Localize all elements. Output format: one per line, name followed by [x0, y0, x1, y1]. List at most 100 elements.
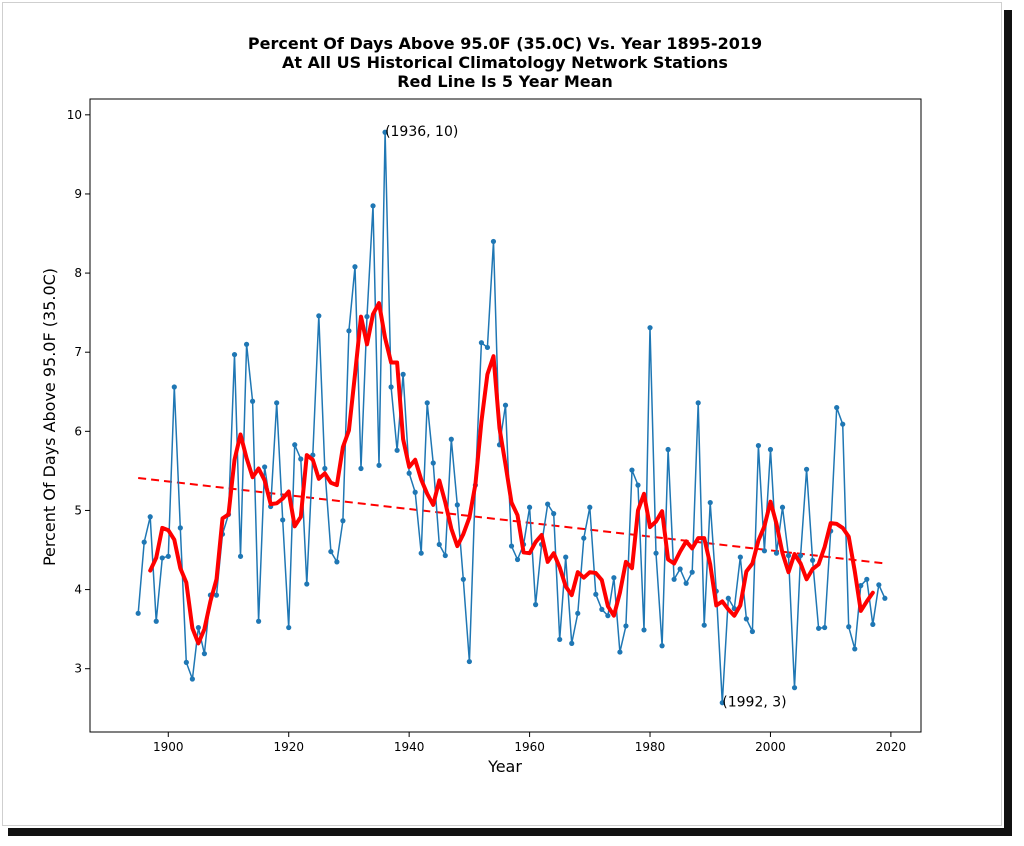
- raw-data-point: [599, 606, 605, 612]
- raw-data-point: [304, 581, 310, 587]
- raw-data-point: [243, 341, 250, 347]
- raw-data-point: [725, 595, 731, 601]
- raw-data-point: [803, 466, 810, 472]
- raw-data-point: [382, 129, 388, 135]
- x-tick-label: 2020: [876, 740, 907, 754]
- y-axis-label: Percent Of Days Above 95.0F (35.0C): [40, 268, 59, 566]
- annotation-label: (1936, 10): [385, 124, 458, 140]
- raw-data-point: [737, 554, 743, 560]
- x-tick-label: 1940: [394, 740, 425, 754]
- raw-data-point: [797, 552, 804, 559]
- raw-data-point: [755, 442, 762, 449]
- raw-data-point: [183, 659, 189, 665]
- raw-data-point: [454, 502, 460, 508]
- x-tick-label: 1960: [514, 740, 545, 754]
- raw-data-point: [689, 569, 695, 575]
- raw-data-point: [237, 553, 244, 559]
- raw-data-point: [635, 482, 641, 488]
- raw-data-point: [286, 624, 292, 631]
- raw-data-point: [406, 470, 412, 476]
- raw-data-point: [298, 456, 304, 462]
- frame-shadow-bottom: [8, 828, 1012, 836]
- x-axis-ticks: 1900 1920 1940 1960 1980 2000 2020: [153, 732, 906, 754]
- raw-data-point: [593, 591, 599, 597]
- raw-data-point: [707, 499, 713, 506]
- raw-data-point: [677, 566, 683, 572]
- mean-line-layer: [148, 301, 875, 646]
- raw-data-point: [508, 543, 515, 549]
- trend-line: [138, 477, 885, 565]
- raw-data-point: [617, 649, 623, 655]
- raw-data-point: [743, 616, 749, 622]
- raw-data-point: [502, 402, 509, 408]
- raw-data-point: [695, 400, 701, 406]
- raw-data-point: [201, 651, 208, 657]
- y-tick-label: 4: [74, 583, 82, 597]
- raw-data-point: [466, 658, 472, 665]
- raw-data-point: [442, 552, 448, 559]
- raw-data-point: [749, 628, 755, 635]
- chart-title-line-1: Percent Of Days Above 95.0F (35.0C) Vs. …: [248, 34, 762, 53]
- raw-data-point: [791, 685, 798, 691]
- x-tick-label: 1980: [635, 740, 666, 754]
- raw-data-point: [436, 541, 442, 548]
- raw-data-point: [370, 203, 376, 209]
- raw-data-point: [858, 583, 864, 589]
- raw-data-point: [352, 264, 358, 270]
- annotations: (1936, 10) (1992, 3): [385, 124, 787, 710]
- x-axis-label: Year: [487, 757, 522, 776]
- chart-title: Percent Of Days Above 95.0F (35.0C) Vs. …: [248, 34, 762, 91]
- raw-data-point: [671, 576, 677, 582]
- raw-data-point: [581, 535, 587, 541]
- raw-data-point: [629, 467, 635, 473]
- raw-data-point: [135, 610, 141, 616]
- raw-data-point: [623, 623, 629, 629]
- raw-data-point: [653, 550, 659, 556]
- raw-data-point: [256, 618, 262, 624]
- raw-data-point: [665, 446, 671, 453]
- raw-data-point: [647, 325, 653, 331]
- raw-data-point: [141, 539, 147, 545]
- raw-data-point: [490, 238, 497, 245]
- raw-data-point: [412, 489, 418, 495]
- raw-data-point: [876, 582, 882, 588]
- raw-data-point: [448, 436, 454, 442]
- raw-data-point: [153, 618, 159, 624]
- raw-data-point: [605, 613, 611, 619]
- raw-data-point: [400, 371, 406, 377]
- y-tick-label: 10: [67, 108, 82, 122]
- y-tick-label: 9: [74, 187, 82, 201]
- raw-data-point: [424, 400, 430, 406]
- raw-data-point: [514, 556, 521, 563]
- raw-data-point: [816, 625, 822, 631]
- raw-data-point: [484, 344, 491, 351]
- raw-data-point: [761, 548, 768, 554]
- raw-data-point: [322, 465, 328, 472]
- raw-data-point: [882, 595, 888, 601]
- raw-data-point: [575, 610, 581, 616]
- x-tick-label: 2000: [755, 740, 786, 754]
- raw-data-point: [328, 548, 334, 555]
- annotation-label: (1992, 3): [722, 695, 786, 711]
- raw-data-point: [430, 460, 436, 466]
- mean-series-line: [148, 301, 875, 646]
- chart-title-line-3: Red Line Is 5 Year Mean: [397, 72, 613, 91]
- raw-data-point: [545, 501, 551, 507]
- raw-data-point: [779, 504, 786, 510]
- y-tick-label: 8: [74, 266, 82, 280]
- raw-data-point: [478, 340, 485, 346]
- raw-data-point: [659, 643, 665, 649]
- raw-data-point: [316, 313, 322, 319]
- raw-data-point: [526, 504, 533, 510]
- raw-data-point: [418, 550, 424, 556]
- y-tick-label: 7: [74, 345, 82, 359]
- y-tick-label: 3: [74, 662, 82, 676]
- raw-data-point: [557, 636, 563, 643]
- raw-data-point: [376, 462, 382, 468]
- y-axis-ticks: 3 4 5 6 7 8 9 10: [67, 108, 90, 676]
- raw-data-point: [394, 447, 400, 453]
- raw-data-point: [852, 646, 858, 652]
- raw-data-point: [551, 511, 557, 517]
- raw-data-point: [213, 592, 220, 598]
